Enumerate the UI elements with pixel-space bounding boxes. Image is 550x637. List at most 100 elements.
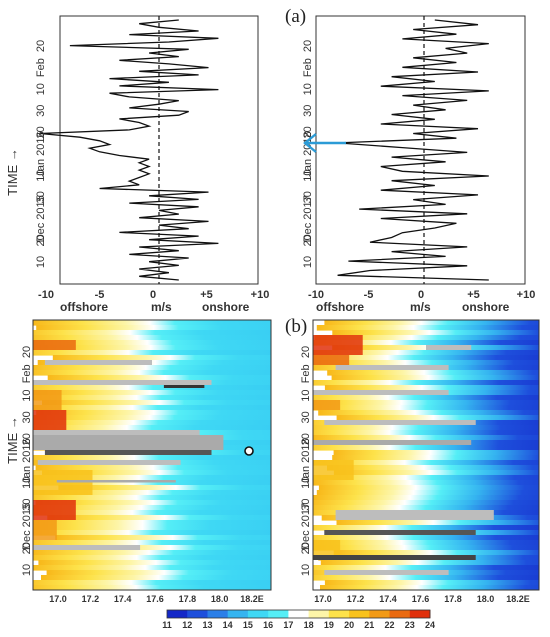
heatmap-missing-band: [33, 430, 200, 435]
date-label: 30: [302, 105, 314, 117]
colorbar-tick-label: 12: [182, 620, 192, 630]
heatmap-warm-band: [33, 520, 57, 540]
date-label: 20: [300, 433, 312, 445]
colorbar-tick-label: 17: [283, 620, 293, 630]
heatmap-row: [308, 500, 550, 506]
wind-right-unit-label: m/s: [410, 300, 431, 314]
heatmap-missing-band: [313, 440, 471, 445]
heatmap-missing-band: [324, 530, 475, 535]
heatmap-missing-band: [57, 480, 176, 483]
colorbar-swatch: [288, 610, 309, 618]
colorbar-swatch: [248, 610, 269, 618]
heatmap-row: [289, 525, 550, 531]
heatmap-row: [332, 375, 550, 381]
date-label: 20: [302, 40, 314, 52]
wind-left-unit-label: m/s: [151, 300, 172, 314]
heatmap-missing-band: [313, 390, 449, 395]
heatmap-missing-band: [45, 450, 212, 455]
heatmap-missing-band: [33, 545, 140, 550]
colorbar-tick-label: 16: [263, 620, 273, 630]
heatmap-row: [318, 410, 550, 416]
date-label: 10: [35, 83, 47, 95]
x-tick-label: -10: [38, 289, 54, 301]
heatmap-row: [289, 565, 550, 571]
colorbar-tick-label: 23: [405, 620, 415, 630]
map-x-tick-label: 17.0: [314, 594, 332, 604]
heatmap-warm-band: [313, 460, 354, 480]
heatmap-row: [325, 580, 550, 586]
map-x-tick-label: 18.0: [211, 594, 229, 604]
heatmap-missing-band: [336, 365, 449, 370]
date-label: 10: [302, 83, 314, 95]
colorbar-swatch: [349, 610, 370, 618]
heatmap-row: [293, 430, 550, 436]
heatmap-row: [317, 325, 550, 331]
colorbar-tick-label: 15: [243, 620, 253, 630]
date-label: 10: [300, 389, 312, 401]
colorbar-tick-label: 22: [385, 620, 395, 630]
heatmap-row: [293, 380, 550, 386]
heatmap-warm-band: [33, 340, 76, 350]
date-label: 10: [300, 564, 312, 576]
heatmap-row: [291, 395, 550, 401]
heatmap-row: [337, 415, 550, 421]
heatmap-row: [337, 520, 550, 526]
date-label: 30: [21, 498, 33, 510]
heatmap-row: [293, 445, 550, 451]
colorbar-tick-label: 14: [223, 620, 233, 630]
heatmap-row: [307, 545, 550, 551]
date-label: 20: [21, 433, 33, 445]
heatmap-row: [319, 485, 550, 491]
heatmap-missing-band: [426, 345, 471, 350]
heatmap-row: [334, 550, 550, 556]
map-x-tick-label: 18.0: [477, 594, 495, 604]
wind-right-offshore-label: offshore: [316, 300, 364, 314]
heatmap-row: [324, 320, 550, 326]
map-x-tick-label: 17.2: [347, 594, 365, 604]
heatmap-row: [290, 535, 550, 541]
heatmap-row: [312, 435, 550, 441]
heatmap-row: [313, 480, 550, 486]
date-label: Feb: [302, 58, 314, 77]
map-x-tick-label: 17.8: [179, 594, 197, 604]
heatmap-warm-band: [33, 390, 62, 410]
heatmap-row: [332, 330, 550, 336]
heatmap-row: [305, 400, 550, 406]
wind-right-onshore-label: onshore: [462, 300, 510, 314]
colorbar-tick-label: 21: [364, 620, 374, 630]
colorbar-swatch: [410, 610, 431, 618]
map-x-tick-label: 18.2E: [240, 594, 264, 604]
colorbar-tick-label: 18: [304, 620, 314, 630]
heatmap-missing-band: [45, 360, 152, 365]
heatmap-row: [314, 495, 550, 501]
colorbar-swatch: [167, 610, 188, 618]
heatmap-row: [325, 385, 550, 391]
heatmap-warm-band: [313, 355, 349, 365]
colorbar-tick-label: 19: [324, 620, 334, 630]
heatmap-row: [334, 470, 550, 476]
heatmap-row: [293, 575, 550, 581]
date-label: 30: [21, 411, 33, 423]
date-label: 30: [300, 411, 312, 423]
heatmap-warm-band: [33, 410, 66, 430]
heatmap-row: [327, 465, 550, 471]
date-label: 20: [35, 126, 47, 138]
heatmap-row: [327, 370, 550, 376]
heatmap-missing-band: [33, 380, 212, 385]
map-x-tick-label: 17.4: [114, 594, 132, 604]
heatmap-missing-band: [324, 420, 475, 425]
map-x-tick-label: 17.6: [412, 594, 430, 604]
wind-left-onshore-label: onshore: [202, 300, 250, 314]
date-label: Feb: [300, 364, 312, 383]
heatmap-missing-band: [38, 460, 181, 465]
date-label: 30: [35, 105, 47, 117]
heatmap-missing-band: [33, 435, 223, 450]
date-label: 20: [35, 40, 47, 52]
map-x-tick-label: 17.0: [49, 594, 67, 604]
date-label: 10: [35, 256, 47, 268]
heatmap-missing-band: [313, 555, 476, 560]
